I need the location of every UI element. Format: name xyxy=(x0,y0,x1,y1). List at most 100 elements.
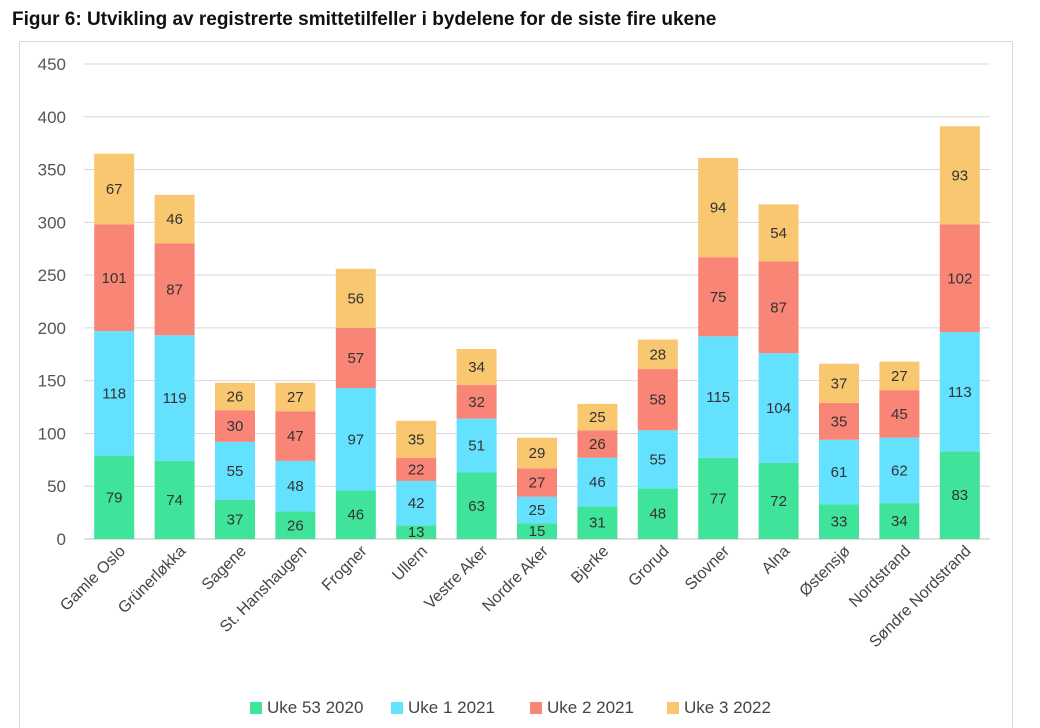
bar-alna-series-4 xyxy=(758,204,799,262)
data-label-bjerke-series-4: 25 xyxy=(589,409,606,426)
figure-title: Figur 6: Utvikling av registrerte smitte… xyxy=(12,9,717,30)
bar-ullern-series-1 xyxy=(396,525,437,539)
data-label-søndre-nordstrand-series-1: 83 xyxy=(951,487,968,504)
x-tick-label-nordre-aker: Nordre Aker xyxy=(479,542,552,615)
data-label-alna-series-3: 87 xyxy=(770,299,787,316)
bar-vestre-aker-series-1 xyxy=(456,472,497,539)
legend-swatch-3 xyxy=(530,702,542,714)
x-tick-label-bjerke: Bjerke xyxy=(568,543,612,587)
data-label-stovner-series-1: 77 xyxy=(710,490,727,507)
bar-gamle-oslo-series-2 xyxy=(94,331,135,456)
x-tick-label-sagene: Sagene xyxy=(199,543,250,594)
legend-swatch-2 xyxy=(391,702,403,714)
legend-label-2: Uke 1 2021 xyxy=(408,698,495,717)
bar-ullern-series-3 xyxy=(396,457,437,481)
data-label-søndre-nordstrand-series-3: 102 xyxy=(947,270,972,287)
data-label-bjerke-series-2: 46 xyxy=(589,474,606,491)
legend-label-3: Uke 2 2021 xyxy=(547,698,634,717)
bar-stovner-series-4 xyxy=(698,157,739,258)
data-label-østensjø-series-2: 61 xyxy=(831,464,848,481)
bar-nordstrand-series-3 xyxy=(879,390,920,438)
bar-stovner-series-3 xyxy=(698,257,739,337)
data-label-stovner-series-3: 75 xyxy=(710,289,727,306)
bar-grünerløkka-series-1 xyxy=(154,460,195,539)
data-label-nordre-aker-series-2: 25 xyxy=(529,502,546,519)
data-label-sagene-series-2: 55 xyxy=(227,463,244,480)
data-label-gamle-oslo-series-4: 67 xyxy=(106,181,123,198)
x-tick-label-frogner: Frogner xyxy=(319,542,371,594)
bar-bjerke-series-3 xyxy=(577,430,618,458)
bar-søndre-nordstrand-series-2 xyxy=(939,332,980,452)
bar-st-hanshaugen-series-4 xyxy=(275,382,316,412)
x-tick-label-østensjø: Østensjø xyxy=(797,543,854,600)
bar-ullern-series-4 xyxy=(396,420,437,458)
bar-vestre-aker-series-2 xyxy=(456,418,497,473)
bar-østensjø-series-4 xyxy=(819,363,859,403)
data-label-bjerke-series-3: 26 xyxy=(589,436,606,453)
data-label-alna-series-1: 72 xyxy=(770,493,787,510)
y-tick-label-350: 350 xyxy=(38,161,66,180)
data-label-nordre-aker-series-1: 15 xyxy=(529,523,546,540)
data-label-stovner-series-4: 94 xyxy=(710,200,727,217)
data-label-frogner-series-1: 46 xyxy=(347,507,364,524)
bar-nordre-aker-series-2 xyxy=(517,496,557,524)
data-label-sagene-series-4: 26 xyxy=(227,389,244,406)
bar-grorud-series-4 xyxy=(637,339,678,370)
data-label-vestre-aker-series-4: 34 xyxy=(468,359,485,376)
bar-alna-series-2 xyxy=(758,353,799,463)
bar-grorud-series-3 xyxy=(637,369,678,431)
data-label-grorud-series-1: 48 xyxy=(649,506,666,523)
bar-nordstrand-series-2 xyxy=(879,437,920,504)
data-label-nordstrand-series-2: 62 xyxy=(891,462,908,479)
x-tick-label-alna: Alna xyxy=(759,543,794,578)
bar-sagene-series-3 xyxy=(215,410,255,442)
bar-nordstrand-series-1 xyxy=(879,503,920,539)
data-label-stovner-series-2: 115 xyxy=(706,389,730,406)
bar-sagene-series-2 xyxy=(215,441,255,500)
data-label-ullern-series-1: 13 xyxy=(408,524,425,541)
y-tick-label-50: 50 xyxy=(47,477,66,496)
bar-gamle-oslo-series-4 xyxy=(94,153,135,225)
legend-swatch-1 xyxy=(250,702,262,714)
bar-vestre-aker-series-4 xyxy=(456,349,497,385)
data-label-gamle-oslo-series-3: 101 xyxy=(102,270,127,287)
bar-st-hanshaugen-series-2 xyxy=(275,460,316,512)
data-label-alna-series-4: 54 xyxy=(770,225,787,242)
data-label-søndre-nordstrand-series-4: 93 xyxy=(951,167,968,184)
data-labels: 79 118 101 67 74 119 87 46 37 55 30 26 26 48 47 27 46 97 5… xyxy=(102,167,973,541)
bar-nordre-aker-series-4 xyxy=(517,437,557,469)
data-label-nordstrand-series-1: 34 xyxy=(891,513,908,530)
data-label-sagene-series-3: 30 xyxy=(227,418,244,435)
bar-grünerløkka-series-3 xyxy=(154,243,195,336)
data-label-grünerløkka-series-1: 74 xyxy=(166,492,183,509)
bar-nordstrand-series-4 xyxy=(879,361,920,391)
data-label-sagene-series-1: 37 xyxy=(227,511,244,528)
bar-frogner-series-4 xyxy=(335,268,376,328)
data-label-østensjø-series-3: 35 xyxy=(831,413,848,430)
data-label-alna-series-2: 104 xyxy=(766,400,791,417)
chart-frame xyxy=(19,41,1013,728)
bar-frogner-series-1 xyxy=(335,490,376,539)
y-tick-label-250: 250 xyxy=(38,266,66,285)
data-label-grorud-series-4: 28 xyxy=(649,346,666,363)
data-label-nordstrand-series-3: 45 xyxy=(891,406,908,423)
x-tick-label-stovner: Stovner xyxy=(682,542,733,593)
bar-frogner-series-2 xyxy=(335,388,376,491)
data-label-østensjø-series-4: 37 xyxy=(831,375,848,392)
data-label-vestre-aker-series-2: 51 xyxy=(468,438,485,455)
data-label-frogner-series-4: 56 xyxy=(347,290,364,307)
bar-østensjø-series-1 xyxy=(819,504,859,539)
bar-grünerløkka-series-2 xyxy=(154,335,195,461)
data-label-nordstrand-series-4: 27 xyxy=(891,368,908,385)
y-tick-label-0: 0 xyxy=(57,530,66,549)
bar-nordre-aker-series-1 xyxy=(517,523,557,539)
data-label-st-hanshaugen-series-4: 27 xyxy=(287,389,304,406)
bar-bjerke-series-1 xyxy=(577,506,618,539)
bar-ullern-series-2 xyxy=(396,480,437,526)
bar-sagene-series-4 xyxy=(215,382,255,411)
y-tick-label-300: 300 xyxy=(38,213,66,232)
data-label-grorud-series-2: 55 xyxy=(649,451,666,468)
bar-bjerke-series-2 xyxy=(577,457,618,507)
data-label-gamle-oslo-series-2: 118 xyxy=(102,385,126,402)
y-tick-label-150: 150 xyxy=(38,372,66,391)
